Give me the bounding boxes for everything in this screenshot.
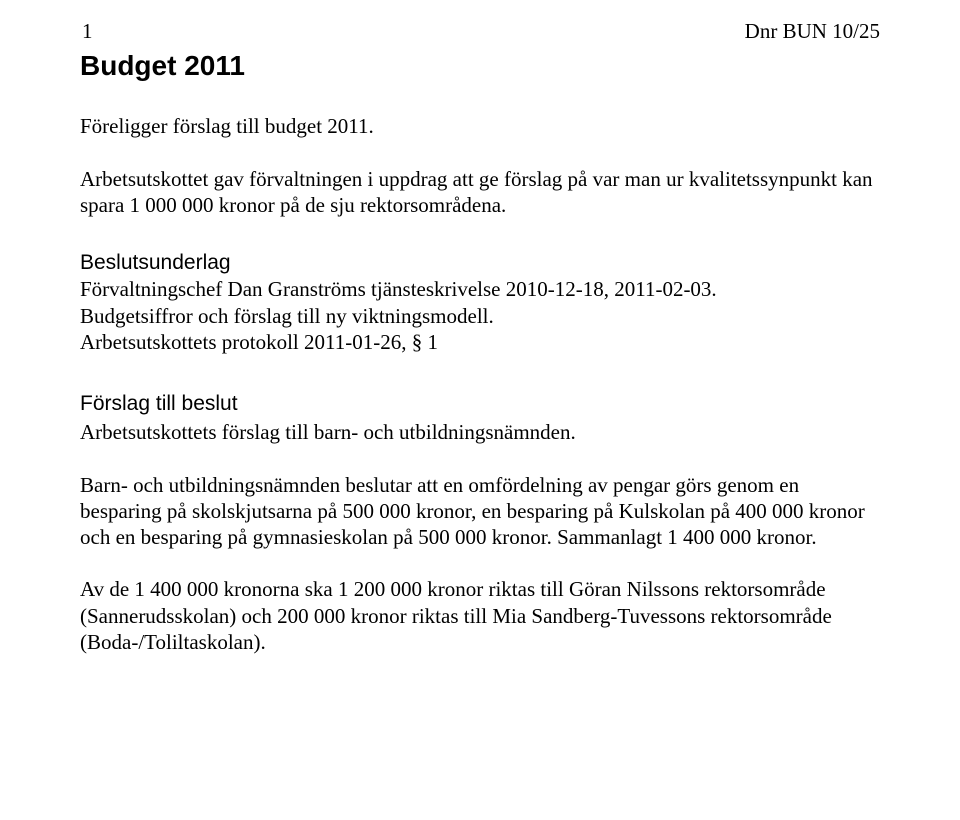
section-heading-forslag: Förslag till beslut: [80, 391, 880, 417]
forslag-line-1: Arbetsutskottets förslag till barn- och …: [80, 419, 880, 445]
paragraph-assignment: Arbetsutskottet gav förvaltningen i uppd…: [80, 166, 880, 219]
section-heading-beslutsunderlag: Beslutsunderlag: [80, 250, 880, 276]
page-title: Budget 2011: [80, 48, 880, 83]
paragraph-allocation: Av de 1 400 000 kronorna ska 1 200 000 k…: [80, 576, 880, 655]
item-number: 1: [80, 18, 93, 44]
underlag-line-2: Budgetsiffror och förslag till ny viktni…: [80, 303, 880, 329]
document-page: 1 Dnr BUN 10/25 Budget 2011 Föreligger f…: [0, 0, 960, 721]
underlag-line-1: Förvaltningschef Dan Granströms tjänstes…: [80, 276, 880, 302]
paragraph-intro: Föreligger förslag till budget 2011.: [80, 113, 880, 139]
diary-number: Dnr BUN 10/25: [745, 18, 880, 44]
top-line: 1 Dnr BUN 10/25: [80, 18, 880, 44]
paragraph-decision: Barn- och utbildningsnämnden beslutar at…: [80, 472, 880, 551]
underlag-line-3: Arbetsutskottets protokoll 2011-01-26, §…: [80, 329, 880, 355]
